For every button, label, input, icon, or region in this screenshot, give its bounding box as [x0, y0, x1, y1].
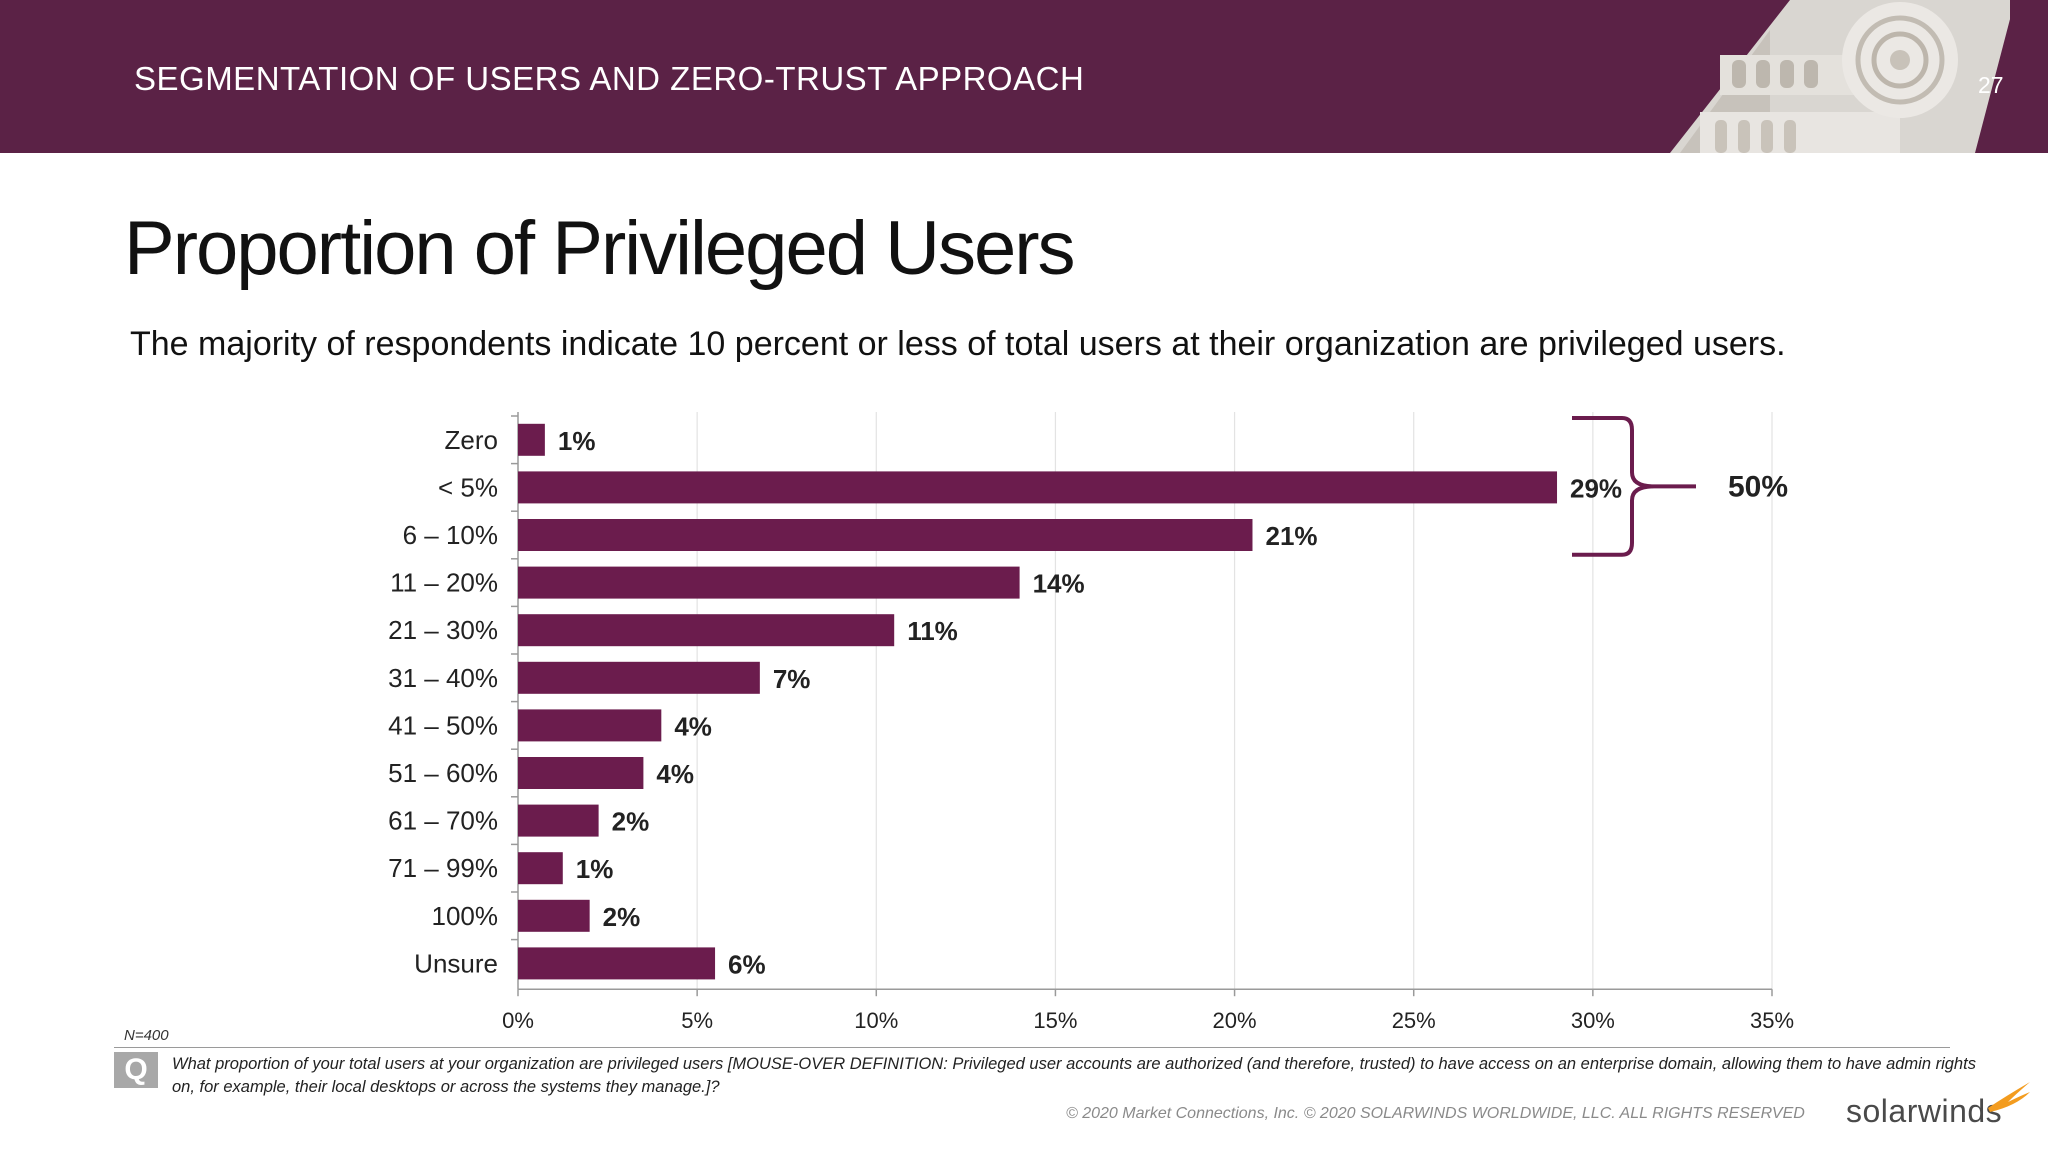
- bar: [518, 947, 716, 980]
- bar: [518, 661, 760, 694]
- category-label: 31 – 40%: [388, 663, 498, 693]
- flame-logo-icon: [1988, 1082, 2030, 1112]
- header-banner: SEGMENTATION OF USERS AND ZERO-TRUST APP…: [0, 0, 2048, 153]
- bar: [518, 566, 1020, 599]
- x-tick-label: 5%: [681, 1008, 713, 1033]
- category-label: 61 – 70%: [388, 806, 498, 836]
- bar: [518, 852, 563, 885]
- slide-title: Proportion of Privileged Users: [124, 206, 1076, 291]
- survey-question: What proportion of your total users at y…: [172, 1055, 1976, 1096]
- data-label: 4%: [656, 759, 694, 789]
- category-label: 11 – 20%: [390, 568, 498, 598]
- category-label: 21 – 30%: [388, 615, 498, 645]
- data-label: 6%: [728, 949, 766, 979]
- data-label: 1%: [558, 426, 596, 456]
- data-label: 11%: [907, 616, 958, 646]
- section-title: SEGMENTATION OF USERS AND ZERO-TRUST APP…: [134, 60, 1085, 97]
- x-tick-label: 10%: [854, 1008, 898, 1033]
- bar: [518, 899, 590, 932]
- category-label: 41 – 50%: [388, 710, 498, 740]
- bar: [518, 614, 895, 647]
- divider-line: [114, 1047, 1950, 1048]
- bracket-total-label: 50%: [1728, 470, 1788, 503]
- category-label: 71 – 99%: [388, 853, 498, 883]
- x-tick-label: 15%: [1033, 1008, 1077, 1033]
- data-label: 2%: [603, 902, 641, 932]
- column-capital-image: [1670, 0, 2010, 153]
- data-label: 21%: [1265, 521, 1317, 551]
- bar: [518, 471, 1558, 504]
- bar-chart: 0% 5% 10% 15% 20% 25% 30% 35% Zero 1% < 5% 29% 6 – 1…: [388, 412, 1794, 1033]
- bar: [518, 709, 662, 742]
- page-number: 27: [1978, 72, 2004, 98]
- question-icon: Q: [114, 1052, 158, 1088]
- bar: [518, 519, 1253, 551]
- category-label: Zero: [445, 425, 498, 455]
- sample-size-label: N=400: [124, 1027, 169, 1044]
- category-label: 100%: [432, 901, 499, 931]
- bracket-connector: [1572, 416, 1696, 557]
- bar: [518, 757, 644, 789]
- x-tick-label: 35%: [1750, 1008, 1794, 1033]
- data-label: 7%: [773, 664, 811, 694]
- data-label: 4%: [674, 711, 712, 741]
- bar: [518, 804, 599, 837]
- data-label: 2%: [612, 807, 650, 837]
- slide-subtitle: The majority of respondents indicate 10 …: [130, 325, 1786, 363]
- category-label: Unsure: [414, 948, 498, 978]
- bar: [518, 423, 545, 456]
- category-label: 6 – 10%: [403, 520, 498, 550]
- data-label: 1%: [576, 854, 614, 884]
- x-tick-label: 30%: [1571, 1008, 1615, 1033]
- data-label: 14%: [1033, 569, 1085, 599]
- category-label: 51 – 60%: [388, 758, 498, 788]
- x-tick-label: 20%: [1213, 1008, 1257, 1033]
- copyright-notice: © 2020 Market Connections, Inc. © 2020 S…: [1066, 1105, 1805, 1122]
- data-label: 29%: [1570, 473, 1622, 503]
- category-label: < 5%: [438, 472, 498, 502]
- x-tick-label: 25%: [1392, 1008, 1436, 1033]
- x-tick-label: 0%: [502, 1008, 534, 1033]
- solarwinds-logo: solarwinds: [1846, 1093, 2003, 1129]
